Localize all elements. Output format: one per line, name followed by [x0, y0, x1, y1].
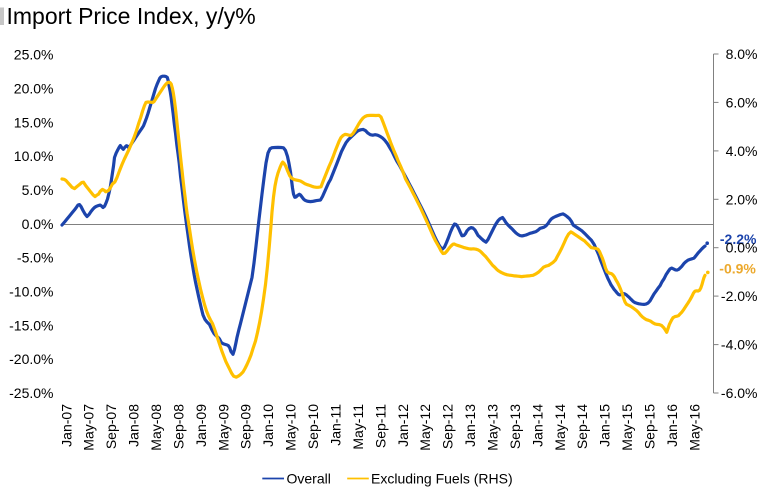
svg-text:0.0%: 0.0%	[22, 216, 54, 232]
svg-text:-20.0%: -20.0%	[9, 351, 53, 367]
svg-text:May-12: May-12	[417, 404, 433, 451]
svg-text:May-10: May-10	[283, 404, 299, 451]
svg-text:10.0%: 10.0%	[14, 148, 54, 164]
svg-text:Jan-07: Jan-07	[58, 404, 74, 447]
svg-text:Jan-14: Jan-14	[529, 404, 545, 447]
svg-text:6.0%: 6.0%	[726, 94, 758, 110]
svg-text:Sep-10: Sep-10	[305, 404, 321, 449]
svg-text:Jan-11: Jan-11	[328, 404, 344, 446]
svg-text:-4.0%: -4.0%	[721, 337, 758, 353]
svg-text:Jan-15: Jan-15	[597, 404, 613, 447]
svg-text:2.0%: 2.0%	[726, 191, 758, 207]
svg-text:-15.0%: -15.0%	[9, 317, 53, 333]
svg-text:Sep-14: Sep-14	[574, 404, 590, 449]
svg-text:-25.0%: -25.0%	[9, 385, 53, 401]
svg-text:15.0%: 15.0%	[14, 114, 54, 130]
svg-text:-2.2%: -2.2%	[720, 231, 757, 247]
svg-text:0.0%: 0.0%	[726, 240, 758, 256]
svg-text:Jan-08: Jan-08	[126, 404, 142, 447]
svg-text:Overall: Overall	[287, 471, 331, 487]
svg-text:8.0%: 8.0%	[726, 46, 758, 62]
svg-text:Import Price Index, y/y%: Import Price Index, y/y%	[7, 3, 256, 29]
svg-text:Excluding Fuels (RHS): Excluding Fuels (RHS)	[371, 471, 513, 487]
svg-text:Sep-07: Sep-07	[103, 404, 119, 449]
svg-text:May-08: May-08	[148, 404, 164, 451]
svg-text:Jan-12: Jan-12	[395, 404, 411, 447]
svg-text:-6.0%: -6.0%	[721, 385, 758, 401]
svg-text:May-16: May-16	[686, 404, 702, 451]
svg-text:4.0%: 4.0%	[726, 143, 758, 159]
svg-text:Sep-08: Sep-08	[171, 404, 187, 449]
svg-text:Sep-15: Sep-15	[642, 404, 658, 449]
svg-text:5.0%: 5.0%	[22, 182, 54, 198]
svg-text:May-09: May-09	[215, 404, 231, 451]
svg-text:Jan-13: Jan-13	[462, 404, 478, 447]
svg-text:May-14: May-14	[552, 404, 568, 451]
svg-text:25.0%: 25.0%	[14, 47, 54, 63]
svg-text:May-07: May-07	[81, 404, 97, 451]
svg-text:Jan-16: Jan-16	[664, 404, 680, 447]
svg-text:May-15: May-15	[619, 404, 635, 451]
svg-text:Sep-13: Sep-13	[507, 404, 523, 449]
svg-text:Sep-09: Sep-09	[238, 404, 254, 449]
svg-text:-5.0%: -5.0%	[17, 250, 54, 266]
svg-text:Sep-11: Sep-11	[372, 404, 388, 448]
svg-text:Jan-09: Jan-09	[193, 404, 209, 447]
svg-text:20.0%: 20.0%	[14, 81, 54, 97]
svg-text:Jan-10: Jan-10	[260, 404, 276, 447]
svg-text:May-13: May-13	[485, 404, 501, 451]
svg-text:-0.9%: -0.9%	[719, 260, 756, 276]
svg-text:May-11: May-11	[350, 404, 366, 450]
svg-text:Sep-12: Sep-12	[440, 404, 456, 449]
svg-text:-2.0%: -2.0%	[721, 288, 758, 304]
svg-text:-10.0%: -10.0%	[9, 284, 53, 300]
